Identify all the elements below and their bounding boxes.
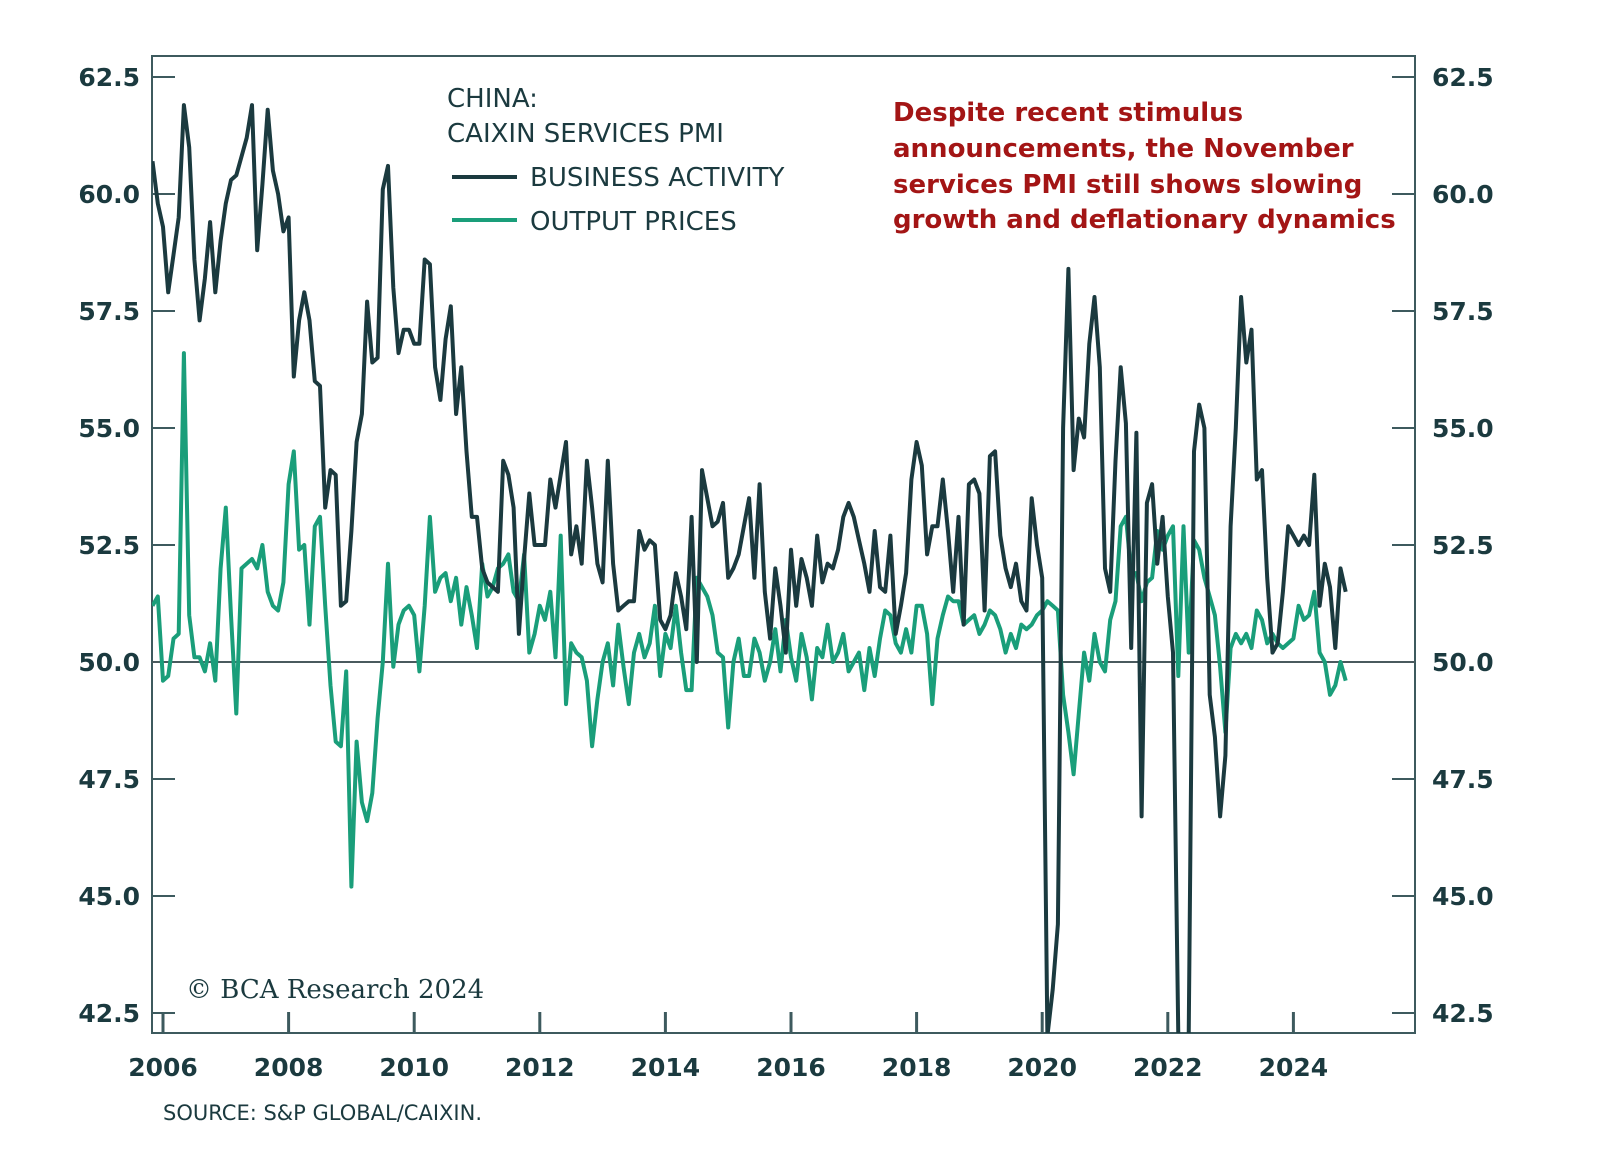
y-tick-label-left: 50.0 (78, 648, 140, 677)
x-tick-label: 2010 (379, 1053, 449, 1082)
legend-label-business-activity: BUSINESS ACTIVITY (530, 163, 785, 193)
series-line-business-activity (152, 103, 1348, 1033)
annotation-line-4: growth and deflationary dynamics (893, 205, 1396, 235)
source-note: SOURCE: S&P GLOBAL/CAIXIN. (163, 1101, 482, 1125)
y-tick-label-left: 55.0 (78, 414, 140, 443)
chart-title: CHINA: (447, 84, 538, 114)
chart-subtitle: CAIXIN SERVICES PMI (447, 119, 724, 149)
annotation-line-2: announcements, the November (893, 134, 1354, 164)
y-tick-label-right: 57.5 (1432, 297, 1494, 326)
y-tick-label-right: 55.0 (1432, 414, 1494, 443)
x-tick-label: 2020 (1007, 1053, 1077, 1082)
x-tick-label: 2008 (254, 1053, 324, 1082)
y-tick-label-right: 62.5 (1432, 63, 1494, 92)
y-tick-label-left: 62.5 (78, 63, 140, 92)
x-tick-label: 2018 (882, 1053, 952, 1082)
plot-frame (151, 55, 1416, 1034)
x-tick-label: 2024 (1259, 1053, 1329, 1082)
y-tick-label-left: 47.5 (78, 765, 140, 794)
x-tick-label: 2022 (1133, 1053, 1203, 1082)
y-tick-label-left: 60.0 (78, 180, 140, 209)
legend-label-output-prices: OUTPUT PRICES (530, 207, 737, 237)
y-tick-label-right: 50.0 (1432, 648, 1494, 677)
y-tick-label-left: 42.5 (78, 999, 140, 1028)
y-tick-label-right: 45.0 (1432, 882, 1494, 911)
bca-watermark: © BCA Research 2024 (186, 975, 484, 1005)
x-tick-label: 2014 (631, 1053, 701, 1082)
y-tick-label-right: 60.0 (1432, 180, 1494, 209)
y-tick-label-right: 52.5 (1432, 531, 1494, 560)
series-line-output-prices (152, 351, 1348, 889)
y-tick-label-left: 45.0 (78, 882, 140, 911)
y-tick-label-right: 42.5 (1432, 999, 1494, 1028)
y-tick-label-left: 52.5 (78, 531, 140, 560)
y-tick-label-right: 47.5 (1432, 765, 1494, 794)
annotation-line-3: services PMI still shows slowing (893, 170, 1362, 200)
annotation-line-1: Despite recent stimulus (893, 98, 1243, 128)
y-tick-label-left: 57.5 (78, 297, 140, 326)
x-tick-label: 2012 (505, 1053, 575, 1082)
x-tick-label: 2016 (756, 1053, 826, 1082)
x-tick-label: 2006 (128, 1053, 198, 1082)
